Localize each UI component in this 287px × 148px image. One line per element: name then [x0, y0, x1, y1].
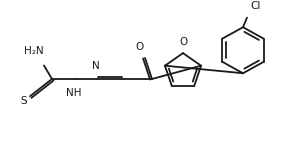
Text: O: O: [135, 42, 143, 52]
Text: H₂N: H₂N: [24, 46, 44, 56]
Text: Cl: Cl: [250, 1, 260, 11]
Text: S: S: [21, 96, 27, 106]
Text: NH: NH: [66, 88, 82, 98]
Text: O: O: [180, 37, 188, 47]
Text: N: N: [92, 61, 100, 71]
